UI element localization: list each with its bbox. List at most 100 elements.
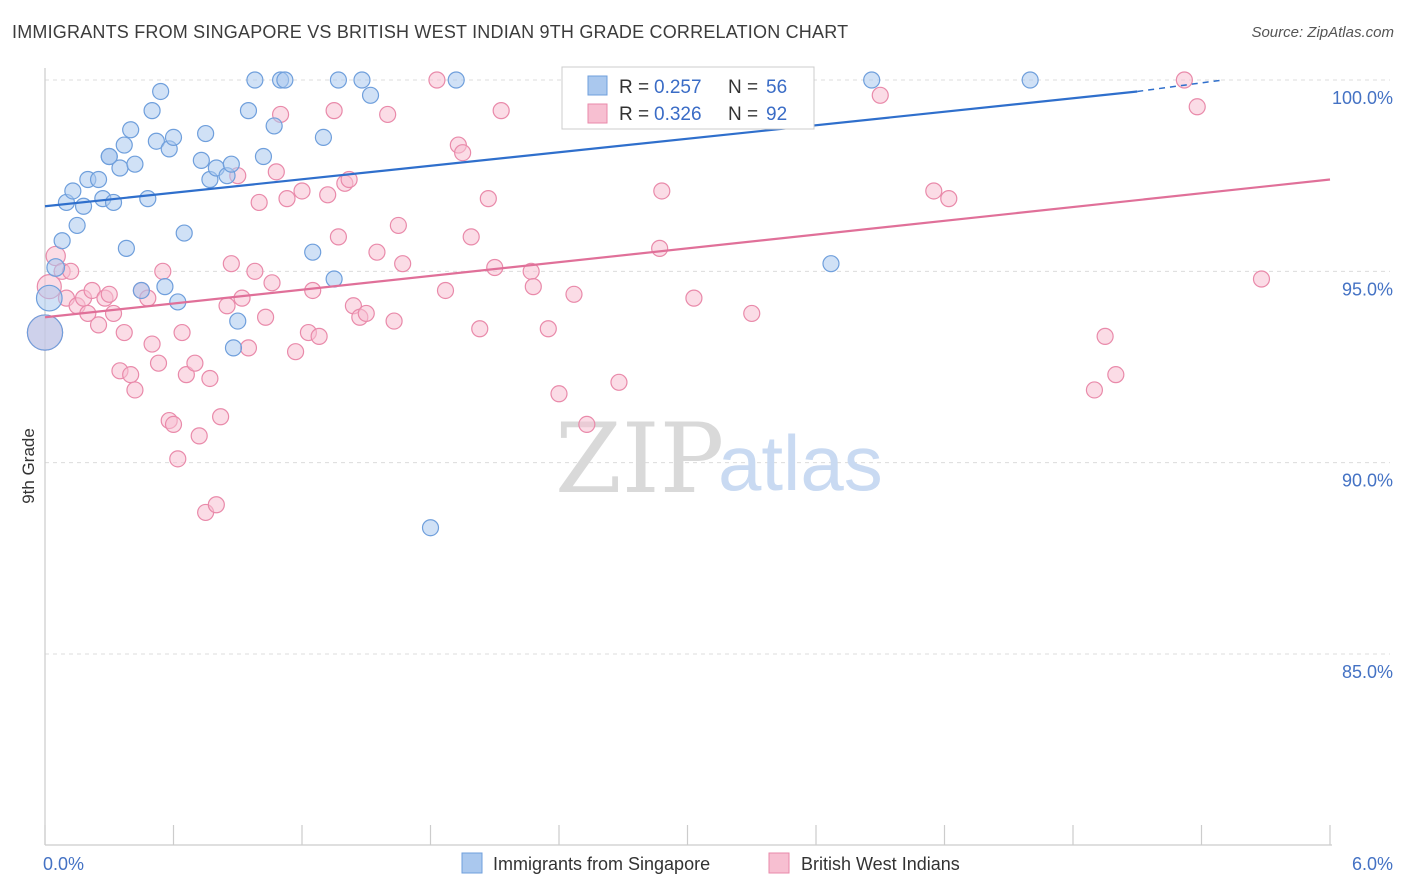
pink-point-16	[122, 366, 140, 384]
pink-point-68	[462, 228, 480, 246]
blue-point-36	[239, 102, 258, 120]
pink-point-43	[267, 163, 285, 181]
blue-point-23	[156, 278, 174, 296]
blue-point-1	[26, 314, 64, 351]
bottom-legend-swatch-blue	[461, 852, 483, 874]
bottom-legend: Immigrants from Singapore British West I…	[461, 852, 960, 874]
pink-point-87	[940, 190, 958, 208]
trend-line-singapore	[44, 90, 1138, 208]
legend-n-label-2: N =	[728, 104, 758, 125]
blue-point-0	[35, 284, 63, 312]
pink-point-79	[610, 373, 628, 391]
pink-point-21	[149, 354, 168, 372]
trend-line-british-west-indians	[44, 178, 1331, 319]
legend-r-label-1: R =	[619, 77, 649, 98]
pink-point-53	[329, 228, 348, 246]
grid-lines	[45, 79, 1390, 655]
blue-point-34	[224, 339, 243, 357]
y-tick-label-2: 95.0%	[1342, 279, 1393, 299]
blue-point-20	[143, 102, 161, 120]
pink-point-13	[104, 304, 123, 323]
pink-point-60	[379, 105, 397, 124]
blue-point-41	[276, 71, 294, 89]
blue-point-3	[53, 232, 71, 250]
pink-point-76	[550, 385, 568, 403]
pink-point-45	[278, 190, 296, 208]
pink-point-80	[653, 182, 671, 200]
pink-point-46	[286, 343, 305, 361]
y-tick-label-1: 90.0%	[1342, 471, 1393, 491]
blue-point-53	[863, 71, 881, 89]
trend-line-singapore-extension	[1137, 79, 1224, 93]
blue-point-9	[89, 170, 108, 189]
pink-point-75	[539, 320, 557, 338]
y-tick-label-0: 85.0%	[1342, 662, 1393, 682]
pink-point-39	[246, 262, 264, 280]
x-tick-labels: 0.0% 6.0%	[43, 854, 1393, 874]
series-immigrants-from-singapore	[26, 71, 1039, 537]
bottom-legend-label-blue: Immigrants from Singapore	[493, 854, 710, 874]
pink-point-37	[233, 289, 251, 307]
pink-point-33	[212, 408, 230, 426]
pink-point-20	[143, 335, 161, 353]
pink-point-52	[325, 102, 343, 120]
blue-point-15	[117, 239, 135, 257]
pink-point-81	[651, 239, 669, 257]
pink-point-12	[100, 285, 118, 303]
pink-point-49	[304, 281, 322, 300]
pink-point-10	[89, 316, 108, 334]
blue-point-35	[229, 312, 247, 330]
blue-point-46	[353, 71, 371, 89]
pink-point-17	[126, 381, 144, 399]
blue-point-38	[254, 147, 273, 166]
bottom-legend-swatch-pink	[768, 852, 790, 874]
pink-point-31	[201, 369, 219, 388]
pink-point-32	[207, 496, 225, 514]
pink-point-62	[389, 216, 407, 235]
pink-point-38	[239, 339, 258, 357]
pink-point-90	[1107, 366, 1125, 384]
blue-point-47	[361, 86, 380, 104]
y-axis-label: 9th Grade	[19, 428, 38, 504]
blue-point-54	[1021, 71, 1039, 89]
blue-point-27	[175, 224, 193, 242]
pink-point-59	[368, 243, 386, 261]
blue-point-21	[147, 132, 165, 150]
chart-title: IMMIGRANTS FROM SINGAPORE VS BRITISH WES…	[12, 22, 849, 42]
pink-point-50	[310, 327, 328, 345]
bottom-legend-label-pink: British West Indians	[801, 854, 960, 874]
pink-point-29	[190, 427, 208, 445]
pink-point-34	[218, 297, 236, 315]
pink-point-64	[428, 71, 446, 89]
watermark-atlas: atlas	[718, 419, 883, 507]
watermark: ZIP atlas	[555, 403, 883, 515]
blue-point-17	[126, 155, 144, 173]
pink-point-82	[685, 289, 703, 307]
pink-point-70	[479, 190, 497, 208]
blue-point-45	[329, 71, 348, 89]
pink-point-92	[1188, 98, 1206, 116]
legend-n-value-2: 92	[766, 104, 787, 125]
pink-point-88	[1085, 381, 1104, 399]
pink-point-83	[743, 304, 761, 323]
blue-point-12	[104, 193, 123, 212]
pink-point-69	[471, 320, 489, 338]
y-tick-label-3: 100.0%	[1332, 88, 1393, 108]
blue-point-48	[421, 519, 440, 537]
blue-point-6	[68, 216, 86, 235]
pink-point-93	[1252, 270, 1271, 288]
blue-point-16	[122, 121, 140, 139]
blue-point-2	[46, 258, 66, 277]
pink-point-65	[436, 281, 455, 300]
axes	[44, 68, 1332, 846]
pink-point-25	[169, 450, 187, 468]
legend-n-label-1: N =	[728, 77, 758, 98]
pink-point-72	[492, 102, 510, 120]
legend-r-value-2: 0.326	[654, 104, 702, 125]
trend-lines	[44, 79, 1331, 319]
pink-point-89	[1096, 327, 1114, 345]
pink-point-26	[173, 323, 191, 342]
pink-point-58	[357, 304, 375, 323]
legend: R = 0.257 N = 56 R = 0.326 N = 92	[561, 66, 815, 130]
